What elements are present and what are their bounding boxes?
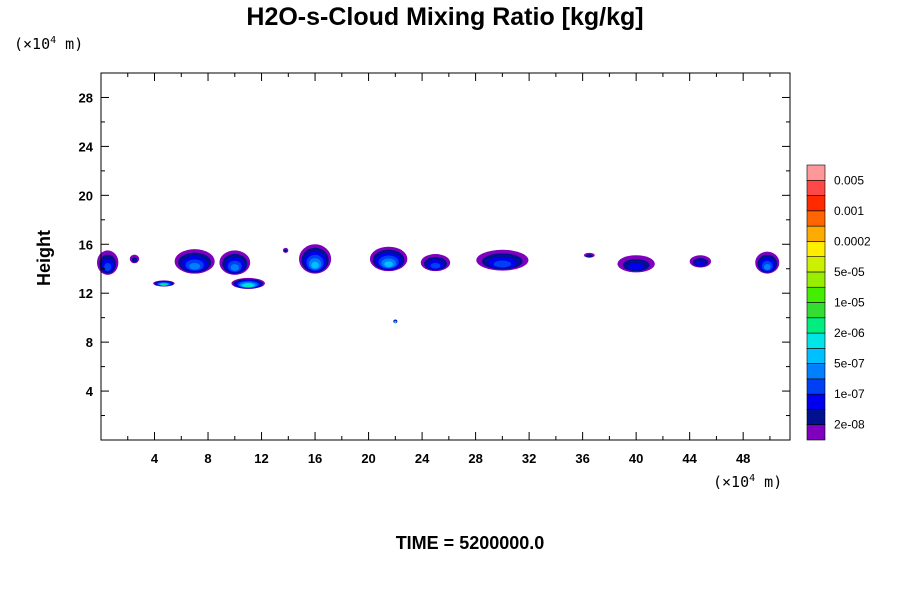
cloud-contour-band	[189, 262, 201, 270]
cloud-patch	[369, 246, 408, 272]
color-legend: 2e-08 1e-07 5e-07 2e-06 1e-05 5e-05 0.0002 0.00…	[806, 164, 871, 441]
x-tick-label: 16	[308, 451, 322, 466]
y-tick-label: 24	[79, 139, 94, 154]
cloud-patch	[129, 254, 140, 264]
legend-swatch	[806, 164, 826, 181]
cloud-contour-band	[394, 321, 397, 324]
x-tick-label: 32	[522, 451, 536, 466]
x-tick-label: 8	[204, 451, 211, 466]
cloud-patch	[219, 250, 251, 275]
legend-label: 0.005	[834, 173, 864, 187]
legend-label: 5e-05	[834, 265, 865, 279]
cloud-contour-band	[493, 260, 512, 268]
x-tick-label: 48	[736, 451, 750, 466]
legend-swatch	[806, 302, 826, 319]
legend-label: 1e-05	[834, 296, 865, 310]
y-tick-label: 16	[79, 237, 93, 252]
cloud-contour-band	[284, 249, 288, 253]
x-axis-unit: (×104 m)	[713, 473, 782, 491]
cloud-patch	[282, 247, 289, 253]
legend-swatch	[806, 332, 826, 349]
legend-swatch	[806, 286, 826, 303]
legend-swatch	[806, 317, 826, 334]
y-tick-label: 28	[79, 90, 93, 105]
legend-swatch	[806, 348, 826, 364]
legend-swatch	[806, 195, 826, 212]
cloud-contour-band	[695, 260, 705, 266]
cloud-contour-band	[131, 257, 138, 263]
plot-frame	[100, 72, 791, 441]
x-tick-label: 24	[415, 451, 430, 466]
legend-label: 5e-07	[834, 357, 865, 371]
x-tick-label: 4	[151, 451, 159, 466]
legend-label: 0.0002	[834, 234, 871, 248]
x-tick-label: 40	[629, 451, 643, 466]
x-tick-label: 20	[361, 451, 375, 466]
cloud-contour-band	[245, 284, 252, 287]
legend-swatch	[806, 409, 826, 426]
cloud-patch	[299, 244, 332, 274]
legend-swatch	[806, 378, 826, 395]
legend-swatch	[806, 225, 826, 242]
x-tick-label: 36	[575, 451, 589, 466]
legend-label: 2e-08	[834, 418, 865, 432]
cloud-field	[96, 244, 780, 324]
legend-label: 2e-06	[834, 326, 865, 340]
y-tick-label: 8	[86, 335, 93, 350]
legend-swatch	[806, 256, 826, 273]
cloud-patch	[153, 280, 175, 287]
legend-label: 1e-07	[834, 387, 865, 401]
cloud-patch	[689, 255, 712, 268]
cloud-patch	[420, 254, 451, 272]
cloud-patch	[231, 277, 265, 289]
cloud-contour-band	[104, 263, 112, 272]
legend-swatch	[806, 179, 826, 196]
cloud-patch	[174, 249, 215, 274]
y-tick-label: 12	[79, 286, 93, 301]
legend-swatch	[806, 424, 826, 441]
cloud-contour-band	[763, 264, 771, 271]
x-tick-label: 44	[682, 451, 697, 466]
cloud-patch	[476, 249, 529, 271]
cloud-patch	[617, 255, 655, 273]
y-tick-label: 20	[79, 188, 93, 203]
cloud-contour-band	[384, 261, 393, 267]
time-footer: TIME = 5200000.0	[396, 533, 545, 553]
cloud-contour-band	[230, 264, 239, 271]
cloud-contour-band	[430, 262, 441, 269]
cloud-patch	[96, 250, 119, 275]
y-axis-label: Height	[34, 230, 54, 286]
cloud-patch	[755, 251, 780, 274]
legend-label: 0.001	[834, 204, 864, 218]
legend-swatch	[806, 241, 826, 257]
x-tick-label: 28	[468, 451, 482, 466]
y-tick-label: 4	[86, 384, 94, 399]
cloud-contour-band	[628, 262, 645, 271]
legend-swatch	[806, 210, 826, 227]
cloud-patch	[583, 252, 595, 258]
cloud-contour-band	[586, 254, 593, 258]
x-tick-label: 12	[254, 451, 268, 466]
legend-swatch	[806, 271, 826, 288]
cloud-patch	[393, 319, 398, 324]
cloud-contour-band	[161, 283, 166, 286]
cloud-contour-band	[311, 261, 319, 269]
legend-swatch	[806, 393, 826, 410]
legend-swatch	[806, 363, 826, 380]
y-axis-unit: (×104 m)	[14, 35, 83, 53]
chart-title: H2O-s-Cloud Mixing Ratio [kg/kg]	[246, 3, 643, 31]
